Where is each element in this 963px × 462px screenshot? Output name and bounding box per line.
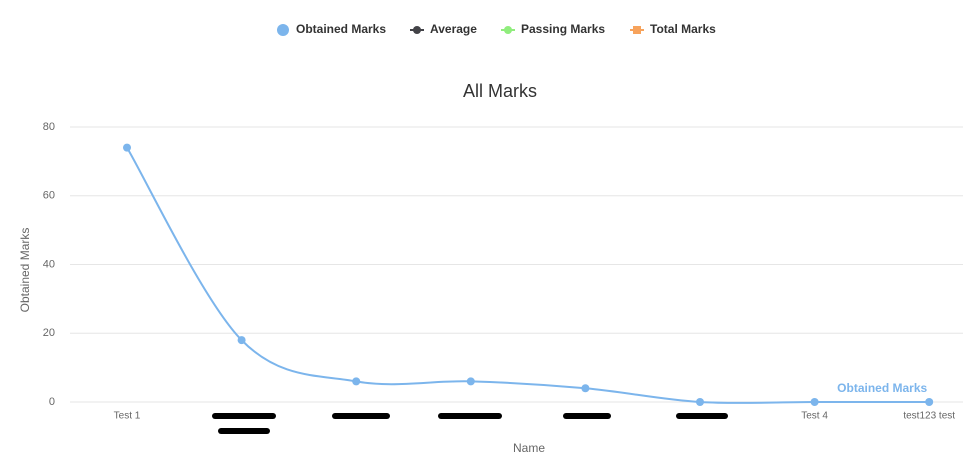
legend-label: Obtained Marks bbox=[296, 22, 386, 36]
y-tick-label: 60 bbox=[43, 190, 55, 202]
chart-title: All Marks bbox=[463, 81, 537, 101]
legend-symbol bbox=[413, 26, 421, 34]
data-point bbox=[352, 377, 361, 386]
y-tick-label: 0 bbox=[49, 396, 55, 408]
x-axis-label: Name bbox=[513, 441, 545, 455]
data-point bbox=[123, 143, 131, 152]
legend-symbol bbox=[277, 24, 289, 36]
y-axis-label: Obtained Marks bbox=[18, 228, 32, 313]
data-point bbox=[696, 398, 704, 406]
data-point bbox=[237, 336, 246, 345]
series-label: Obtained Marks bbox=[837, 381, 927, 395]
redactions bbox=[212, 413, 728, 434]
x-tick-label: test123 test bbox=[903, 411, 955, 422]
data-point bbox=[466, 377, 475, 386]
y-tick-label: 40 bbox=[43, 258, 55, 270]
legend-label: Average bbox=[430, 22, 477, 36]
legend-symbol bbox=[633, 26, 641, 34]
series-line bbox=[126, 147, 930, 405]
legend-label: Passing Marks bbox=[521, 22, 605, 36]
data-point bbox=[581, 384, 590, 393]
x-tick-label: Test 1 bbox=[114, 411, 141, 422]
legend-symbol bbox=[504, 26, 512, 34]
y-tick-label: 80 bbox=[43, 121, 55, 133]
x-tick-label: Test 4 bbox=[801, 411, 828, 422]
data-point bbox=[925, 398, 934, 406]
legend-label: Total Marks bbox=[650, 22, 716, 36]
data-point bbox=[810, 398, 819, 406]
y-tick-label: 20 bbox=[43, 327, 55, 339]
